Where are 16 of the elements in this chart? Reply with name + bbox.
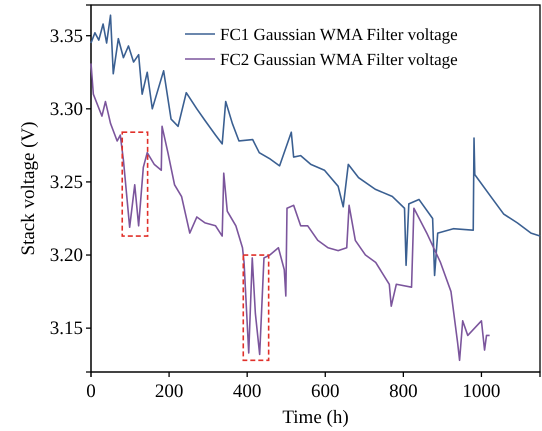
line-series xyxy=(90,14,541,276)
legend-label: FC1 Gaussian WMA Filter voltage xyxy=(220,24,458,44)
y-tick-label: 3.35 xyxy=(50,26,83,47)
y-tick-label: 3.15 xyxy=(50,318,83,340)
x-tick-label: 200 xyxy=(154,381,184,402)
x-axis-title: Time (h) xyxy=(282,407,349,428)
x-tick-label: 800 xyxy=(389,381,418,402)
y-axis-title: Stack voltage (V) xyxy=(18,121,39,256)
x-tick-label: 400 xyxy=(232,381,262,402)
y-tick-label: 3.30 xyxy=(50,98,83,120)
legend-label: FC2 Gaussian WMA Filter voltage xyxy=(220,50,458,69)
y-tick-label: 3.25 xyxy=(50,172,83,193)
x-tick-label: 0 xyxy=(86,381,96,402)
x-tick-label: 1000 xyxy=(462,381,500,402)
y-tick-label: 3.20 xyxy=(50,245,83,266)
x-tick-label: 600 xyxy=(311,381,340,402)
